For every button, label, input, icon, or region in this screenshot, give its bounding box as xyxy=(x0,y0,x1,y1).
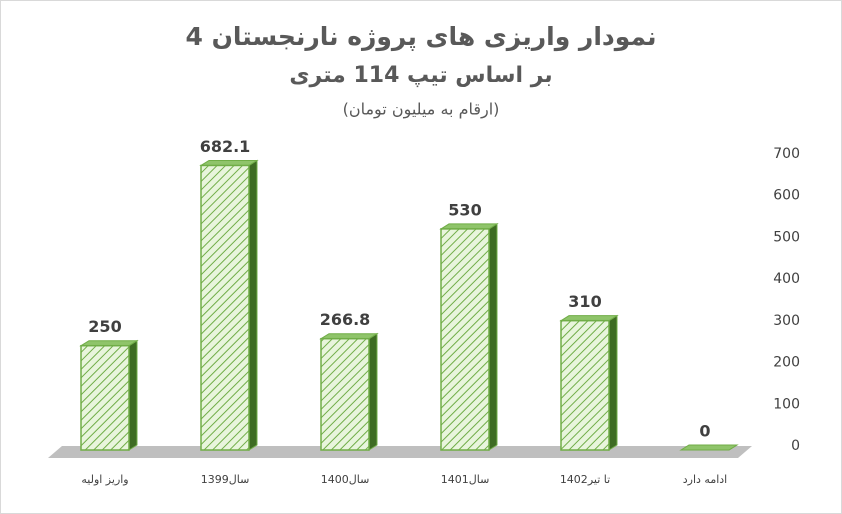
bar-side xyxy=(248,159,258,451)
bar xyxy=(440,228,490,451)
bar-side xyxy=(128,339,138,451)
value-label: 266.8 xyxy=(320,310,371,329)
y-tick-label: 600 xyxy=(773,188,800,204)
y-tick-label: 0 xyxy=(791,438,800,454)
chart-subtitle: بر اساس تیپ 114 متری xyxy=(289,63,552,88)
bar xyxy=(560,319,610,451)
x-tick-label: سال1400 xyxy=(321,473,370,486)
bar xyxy=(320,337,370,451)
x-tick-label: واریز اولیه xyxy=(81,473,128,486)
y-tick-label: 500 xyxy=(773,229,800,245)
y-tick-label: 300 xyxy=(773,313,800,329)
y-tick-label: 700 xyxy=(773,146,800,162)
chart-note: (ارقام به میلیون تومان) xyxy=(343,100,500,120)
floor xyxy=(48,446,752,458)
y-tick-label: 400 xyxy=(773,271,800,287)
x-tick-label: سال1399 xyxy=(201,473,250,486)
chart-title: نمودار واریزی های پروژه نارنجستان 4 xyxy=(185,22,656,52)
x-tick-label: ادامه دارد xyxy=(683,473,727,486)
bar xyxy=(80,344,130,451)
bar xyxy=(200,164,250,451)
x-tick-label: تا تیر1402 xyxy=(560,473,610,486)
bar-top xyxy=(439,223,499,230)
y-tick-label: 100 xyxy=(773,396,800,412)
bar-side xyxy=(488,223,498,451)
value-label: 682.1 xyxy=(200,137,251,156)
value-label: 250 xyxy=(88,317,121,336)
value-label: 310 xyxy=(568,292,601,311)
bar-side xyxy=(368,332,378,451)
value-label: 0 xyxy=(699,422,710,441)
y-tick-label: 200 xyxy=(773,355,800,371)
bar-side xyxy=(608,314,618,451)
bar-top xyxy=(679,444,739,451)
x-tick-label: سال1401 xyxy=(441,473,490,486)
value-label: 530 xyxy=(448,200,481,219)
